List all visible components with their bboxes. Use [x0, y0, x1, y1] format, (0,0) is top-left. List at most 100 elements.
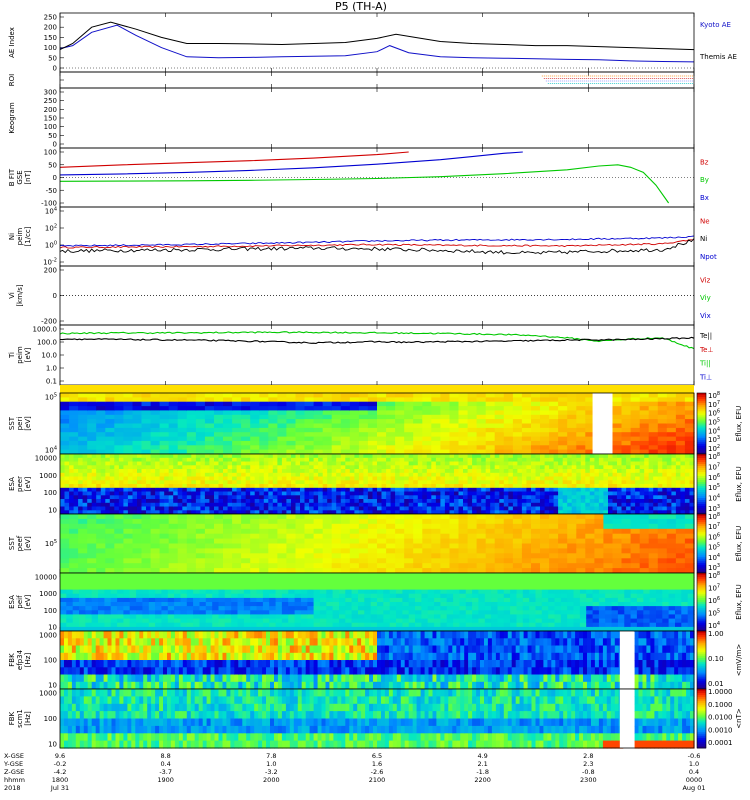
spectrogram-cell [105, 414, 115, 420]
spectrogram-cell [322, 440, 333, 446]
spectrogram-cell [603, 487, 609, 493]
spectrogram-cell [386, 440, 396, 446]
spectrogram-cell [322, 454, 328, 459]
spectrogram-cell [117, 602, 124, 607]
spectrogram-cell [422, 558, 432, 564]
spectrogram-cell [268, 510, 274, 515]
spectrogram-cell [237, 577, 245, 582]
spectrogram-cell [639, 558, 650, 564]
spectrogram-cell [413, 449, 423, 455]
spectrogram-cell [204, 533, 215, 540]
spectrogram-cell [358, 397, 369, 403]
spectrogram-cell [150, 495, 156, 500]
spectrogram-cell [367, 568, 378, 574]
spectrogram-cell [277, 495, 283, 500]
spectrogram-cell [585, 445, 595, 451]
spectrogram-cell [666, 495, 672, 500]
spectrogram-cell [69, 543, 79, 549]
spectrogram-cell [186, 472, 192, 478]
spectrogram-cell [141, 457, 147, 463]
spectrogram-cell [467, 393, 478, 398]
spectrogram-cell [472, 487, 478, 493]
spectrogram-cell [96, 480, 102, 485]
spectrogram-cell [254, 457, 260, 463]
spectrogram-cell [358, 528, 369, 535]
spectrogram-cell [413, 440, 423, 446]
spectrogram-cell [277, 499, 283, 504]
spectrogram-cell [417, 461, 423, 466]
spectrogram-cell [204, 449, 215, 455]
spectrogram-cell [512, 472, 518, 478]
spectrogram-cell [517, 502, 523, 508]
spectrogram-cell [256, 573, 264, 578]
spectrogram-cell [250, 440, 260, 446]
spectrogram-cell [481, 454, 487, 459]
spectrogram-cell [630, 472, 636, 478]
spectrogram-cell [232, 397, 242, 403]
spectrogram-cell [286, 436, 297, 442]
spectrogram-cell [435, 480, 441, 485]
spectrogram-cell [517, 465, 523, 470]
spectrogram-cell [567, 543, 577, 549]
spectrogram-cell [558, 499, 564, 504]
spectrogram-cell [644, 495, 650, 500]
spectrogram-cell [105, 563, 115, 569]
spectrogram-cell [413, 487, 419, 493]
spectrogram-cell [612, 528, 623, 535]
spectrogram-cell [64, 484, 70, 489]
spectrogram-cell [295, 538, 306, 545]
spectrogram-cell [648, 487, 654, 493]
spectrogram-cell [549, 491, 555, 496]
spectrogram-cell [440, 454, 446, 459]
spectrogram-cell [269, 610, 277, 615]
colorbar-segment [697, 525, 706, 529]
spectrogram-cell [60, 406, 70, 412]
spectrogram-cell [177, 487, 183, 493]
spectrogram-cell [521, 436, 532, 442]
spectrogram-cell [553, 457, 559, 463]
spectrogram-cell [499, 510, 505, 515]
spectrogram-cell [286, 553, 297, 559]
spectrogram-cell [494, 558, 505, 564]
spectrogram-cell [349, 461, 355, 466]
legend-entry-themis-ae: Themis AE [699, 53, 737, 61]
spectrogram-cell [349, 449, 360, 455]
spectrogram-cell [218, 593, 226, 599]
spectrogram-cell [449, 528, 460, 535]
spectrogram-cell [422, 465, 428, 470]
spectrogram-cell [531, 487, 537, 493]
spectrogram-cell [426, 472, 432, 478]
spectrogram-cell [399, 491, 405, 496]
spectrogram-cell [648, 449, 659, 455]
panel-frame [59, 87, 695, 149]
y-tick-label: 100 [44, 123, 57, 131]
spectrogram-cell [60, 563, 70, 569]
spectrogram-cell [440, 436, 451, 442]
spectrogram-cell [87, 427, 97, 433]
spectrogram-cell [91, 602, 99, 607]
spectrogram-cell [268, 449, 278, 455]
spectrogram-cell [657, 414, 668, 420]
spectrogram-cell [277, 487, 283, 493]
spectrogram-cell [123, 602, 131, 607]
spectrogram-cell [87, 469, 93, 474]
spectrogram-cell [540, 414, 550, 420]
spectrogram-cell [512, 445, 523, 451]
spectrogram-cell [100, 487, 106, 493]
spectrogram-cell [250, 465, 256, 470]
spectrogram-cell [494, 528, 505, 535]
colorbar-segment [697, 510, 706, 513]
spectrogram-cell [209, 510, 215, 515]
spectrogram-cell [286, 548, 297, 554]
panel-ylabel: [eV] [24, 347, 32, 362]
spectrogram-cell [277, 538, 288, 545]
spectrogram-cell [232, 487, 238, 493]
spectrogram-cell [269, 614, 277, 620]
spectrogram-cell [372, 506, 378, 511]
y-tick-label: 0 [53, 65, 57, 73]
top-energy-band [60, 385, 694, 393]
spectrogram-cell [304, 568, 315, 574]
spectrogram-cell [390, 454, 396, 459]
spectrogram-cell [630, 558, 641, 564]
spectrogram-cell [331, 510, 337, 515]
